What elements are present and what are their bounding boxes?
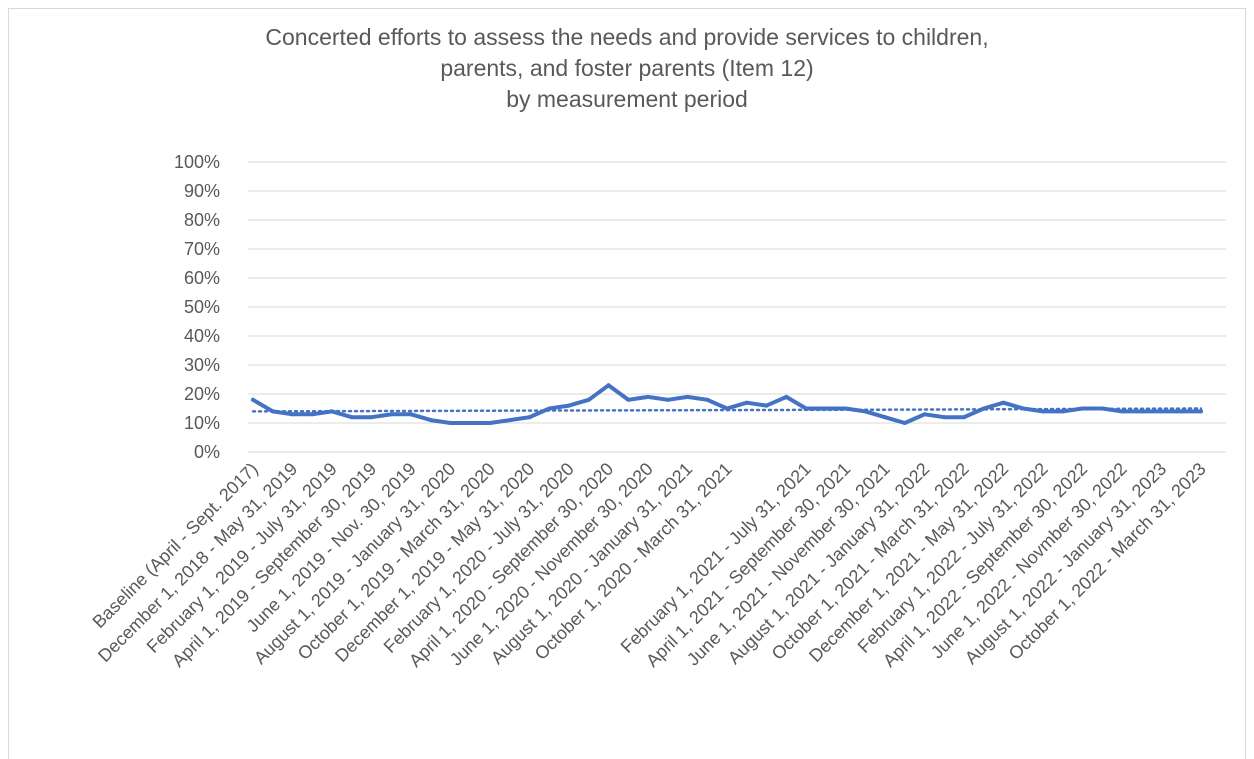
chart-title-line-2: parents, and foster parents (Item 12): [440, 55, 814, 81]
data-point: [349, 415, 354, 420]
chart-title: Concerted efforts to assess the needs an…: [0, 22, 1254, 115]
data-point: [1139, 409, 1144, 414]
data-point: [468, 421, 473, 425]
data-point: [823, 406, 828, 411]
y-tick-label: 0%: [194, 442, 220, 462]
data-point: [330, 409, 334, 414]
y-tick-label: 30%: [184, 355, 220, 375]
data-point: [1021, 406, 1026, 411]
data-point: [1041, 409, 1045, 414]
data-point: [507, 418, 512, 423]
y-tick-label: 90%: [184, 181, 220, 201]
data-point: [1120, 409, 1124, 414]
y-tick-label: 50%: [184, 297, 220, 317]
y-tick-label: 100%: [174, 152, 220, 172]
data-point: [725, 406, 729, 411]
data-point: [705, 397, 710, 402]
data-point: [270, 409, 275, 414]
data-point: [843, 406, 848, 411]
data-point: [1159, 409, 1164, 414]
data-point: [922, 412, 927, 417]
data-point: [902, 421, 907, 425]
chart-title-line-1: Concerted efforts to assess the needs an…: [265, 24, 989, 50]
data-point: [1080, 406, 1085, 411]
y-tick-label: 10%: [184, 413, 220, 433]
data-point: [981, 406, 986, 411]
data-point: [547, 406, 552, 411]
y-tick-label: 80%: [184, 210, 220, 230]
data-point: [962, 415, 966, 420]
data-point: [764, 403, 769, 408]
chart-frame: [8, 8, 1246, 759]
y-tick-label: 40%: [184, 326, 220, 346]
series-layer: [251, 383, 1203, 425]
data-point: [1060, 409, 1065, 414]
data-point: [310, 412, 315, 417]
data-point: [567, 403, 571, 408]
y-tick-label: 60%: [184, 268, 220, 288]
data-point: [863, 409, 868, 414]
data-point: [251, 397, 255, 402]
data-point: [428, 418, 433, 423]
data-point: [488, 421, 492, 425]
data-point: [804, 406, 808, 411]
data-point: [942, 415, 947, 420]
data-point: [784, 394, 789, 399]
data-point: [626, 397, 631, 402]
data-point: [1001, 400, 1006, 405]
data-point: [586, 397, 591, 402]
data-point: [290, 412, 295, 417]
gridlines: [248, 161, 1226, 453]
data-point: [665, 397, 670, 402]
data-point: [1100, 406, 1105, 411]
data-point: [685, 394, 690, 399]
series-line: [251, 383, 1203, 425]
data-point: [1199, 409, 1203, 414]
data-point: [744, 400, 749, 405]
data-point: [448, 421, 453, 425]
data-point: [646, 394, 650, 399]
data-point: [409, 412, 413, 417]
data-point: [883, 415, 887, 420]
data-point: [606, 383, 611, 388]
chart-title-line-3: by measurement period: [506, 86, 748, 112]
y-tick-label: 20%: [184, 384, 220, 404]
data-point: [527, 415, 532, 420]
y-tick-label: 70%: [184, 239, 220, 259]
y-axis-tick-labels: 0% 10% 20% 30% 40% 50% 60% 70% 80% 90% 100%: [174, 152, 220, 462]
data-point: [1179, 409, 1184, 414]
x-axis-tick-labels: Baseline (April - Sept. 2017)December 1,…: [88, 459, 1209, 671]
data-point: [369, 415, 374, 420]
data-point: [389, 412, 394, 417]
